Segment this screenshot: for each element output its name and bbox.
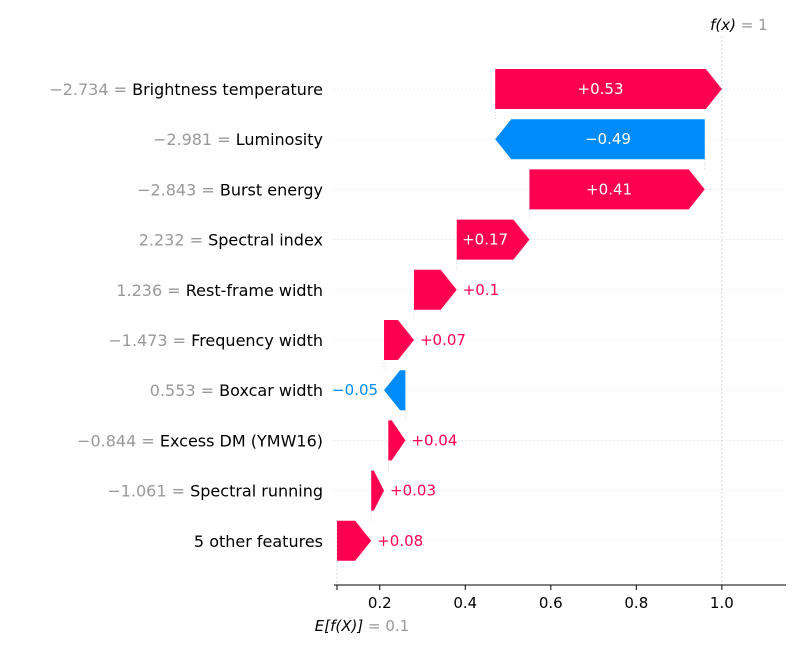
feature-name: Rest-frame width (186, 281, 323, 300)
feature-equals: = (167, 482, 191, 501)
feature-value: −1.061 (107, 482, 166, 501)
feature-value: −2.734 (49, 80, 108, 99)
fx-label: f(x) (710, 16, 736, 34)
feature-name: Excess DM (YMW16) (160, 431, 323, 450)
feature-label: −0.844 = Excess DM (YMW16) (77, 431, 323, 450)
contribution-bar (529, 169, 705, 210)
contribution-label: −0.49 (585, 130, 631, 148)
x-tick-label: 0.6 (539, 594, 563, 612)
x-tick-label: 0.2 (368, 594, 392, 612)
feature-equals: = (196, 381, 220, 400)
feature-name: Frequency width (191, 331, 323, 350)
contribution-bar (371, 470, 385, 511)
feature-label: −2.843 = Burst energy (137, 180, 323, 199)
feature-value: −0.844 (77, 431, 136, 450)
contribution-bar (413, 269, 457, 310)
feature-equals: = (162, 281, 186, 300)
feature-label: −2.734 = Brightness temperature (49, 80, 323, 99)
feature-label: −2.981 = Luminosity (153, 130, 323, 149)
feature-value: −1.473 (108, 331, 167, 350)
contribution-label: +0.07 (420, 331, 466, 349)
feature-label: −1.061 = Spectral running (107, 482, 323, 501)
feature-value: −2.843 (137, 180, 196, 199)
contribution-label: +0.17 (462, 231, 508, 249)
feature-value: 0.553 (150, 381, 196, 400)
contribution-bar (384, 370, 406, 411)
expected-value-annotation: E[f(X)] = 0.1 (315, 617, 409, 635)
annotations: f(x) = 1 E[f(X)] = 0.1 (315, 16, 768, 635)
feature-name: Boxcar width (219, 381, 323, 400)
ef-equals: = (368, 617, 385, 635)
feature-equals: = (196, 180, 220, 199)
feature-name: Spectral running (190, 482, 323, 501)
contribution-label: +0.53 (578, 80, 624, 98)
feature-equals: = (109, 80, 133, 99)
ef-label: E[f(X)] (315, 617, 364, 635)
feature-labels: −2.734 = Brightness temperature −2.981 = … (49, 80, 323, 551)
fx-value: 1 (758, 16, 768, 34)
contribution-label: +0.41 (586, 180, 632, 198)
feature-name: Brightness temperature (132, 80, 323, 99)
feature-value: 1.236 (116, 281, 162, 300)
contribution-bar (336, 520, 372, 561)
contribution-label: −0.05 (332, 381, 378, 399)
feature-equals: = (136, 431, 160, 450)
ef-value: 0.1 (385, 617, 409, 635)
x-tick-label: 0.4 (453, 594, 477, 612)
fx-equals: = (741, 16, 758, 34)
contribution-label: +0.04 (411, 431, 457, 449)
feature-name: Burst energy (220, 180, 323, 199)
x-tick-label: 1.0 (710, 594, 734, 612)
feature-label: 5 other features (194, 532, 323, 551)
feature-name: 5 other features (194, 532, 323, 551)
contribution-label: +0.03 (390, 482, 436, 500)
fx-annotation: f(x) = 1 (710, 16, 768, 34)
feature-equals: = (212, 130, 236, 149)
contribution-bar (384, 320, 414, 360)
bars-layer: +0.53 −0.49 +0.41 +0.17 +0.1 +0.07 −0.05 +0.04 +… (332, 69, 722, 561)
feature-name: Spectral index (208, 231, 323, 250)
feature-value: −2.981 (153, 130, 212, 149)
contribution-label: +0.1 (463, 281, 499, 299)
feature-equals: = (168, 331, 192, 350)
feature-label: 1.236 = Rest-frame width (116, 281, 323, 300)
contribution-bar (495, 69, 722, 109)
contribution-bar (388, 420, 406, 461)
feature-value: 2.232 (139, 231, 185, 250)
x-tick-label: 0.8 (624, 594, 648, 612)
x-axis: 0.2 0.4 0.6 0.8 1.0 (334, 584, 786, 612)
contribution-bar (495, 119, 705, 160)
feature-name: Luminosity (236, 130, 323, 149)
feature-equals: = (185, 231, 209, 250)
feature-label: 0.553 = Boxcar width (150, 381, 323, 400)
feature-label: 2.232 = Spectral index (139, 231, 323, 250)
contribution-bar (456, 219, 530, 260)
feature-label: −1.473 = Frequency width (108, 331, 323, 350)
contribution-label: +0.08 (377, 532, 423, 550)
